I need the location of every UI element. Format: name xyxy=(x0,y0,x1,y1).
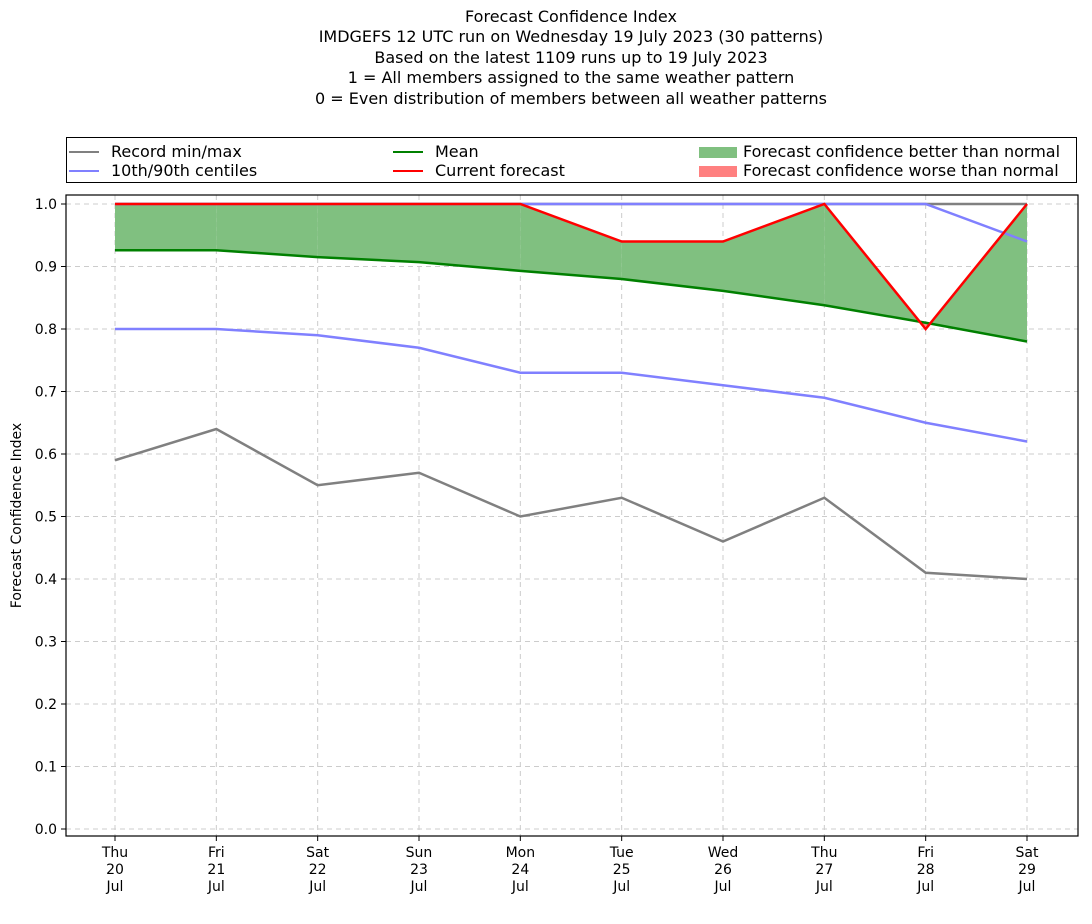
y-tick-label: 0.0 xyxy=(35,822,57,838)
y-tick-label: 0.2 xyxy=(35,697,57,713)
title-line-4: 1 = All members assigned to the same wea… xyxy=(347,68,795,88)
fill-areas xyxy=(115,204,1027,342)
y-tick-label: 0.4 xyxy=(35,572,57,588)
x-tick-label: Fri xyxy=(208,845,225,861)
x-tick-label: Jul xyxy=(106,879,124,895)
x-tick-label: 28 xyxy=(917,862,935,878)
line-record-min xyxy=(114,427,1028,581)
y-tick-label: 0.7 xyxy=(35,385,57,401)
legend-swatch-mean xyxy=(393,150,423,154)
grid xyxy=(66,195,1078,836)
title-line-1: Forecast Confidence Index xyxy=(465,7,677,26)
legend-item-mean: Mean xyxy=(393,143,479,161)
x-tick-label: Thu xyxy=(101,845,128,861)
y-tick-label: 0.6 xyxy=(35,447,57,463)
x-tick-label: 23 xyxy=(410,862,428,878)
x-tick-label: Jul xyxy=(612,879,630,895)
fill-better-than-normal xyxy=(419,204,521,271)
fill-better-than-normal xyxy=(115,204,217,251)
x-tick-label: 25 xyxy=(613,862,631,878)
fill-better-than-normal xyxy=(723,204,825,306)
x-tick-label: Tue xyxy=(609,845,634,861)
y-axis: 0.0 0.1 0.2 0.3 0.4 0.5 0.6 0.7 0.8 0.9 1.0 xyxy=(35,197,66,838)
line-current-forecast xyxy=(115,202,1028,331)
legend-item-current: Current forecast xyxy=(393,162,565,180)
plot-frame xyxy=(65,194,1079,837)
x-tick-label: Jul xyxy=(511,879,529,895)
x-tick-label: Fri xyxy=(917,845,934,861)
legend-item-record: Record min/max xyxy=(69,143,242,161)
y-tick-label: 0.3 xyxy=(35,635,57,651)
x-tick-label: 21 xyxy=(207,862,225,878)
legend-label-better: Forecast confidence better than normal xyxy=(743,142,1061,161)
legend-label-record: Record min/max xyxy=(111,142,242,161)
x-tick-label: Sat xyxy=(1016,845,1039,861)
x-tick-label: Jul xyxy=(1018,879,1036,895)
title-line-2: IMDGEFS 12 UTC run on Wednesday 19 July … xyxy=(318,27,824,47)
legend-swatch-current xyxy=(393,169,423,173)
y-tick-label: 0.8 xyxy=(35,322,57,338)
title-line-3: Based on the latest 1109 runs up to 19 J… xyxy=(374,47,768,67)
title-line-5: 0 = Even distribution of members between… xyxy=(314,88,828,108)
fill-better-than-normal xyxy=(216,204,318,258)
line-10th-centile xyxy=(115,327,1028,443)
x-tick-label: 29 xyxy=(1018,862,1036,878)
x-tick-label: Jul xyxy=(207,879,225,895)
legend-swatch-record xyxy=(69,150,99,154)
legend-label-current: Current forecast xyxy=(435,161,565,180)
x-tick-label: Jul xyxy=(308,879,326,895)
legend-label-centiles: 10th/90th centiles xyxy=(111,161,258,180)
y-axis-label: Forecast Confidence Index xyxy=(9,423,25,608)
x-tick-label: Jul xyxy=(815,879,833,895)
x-tick-label: 24 xyxy=(511,862,529,878)
x-tick-label: Jul xyxy=(410,879,428,895)
x-tick-label: Jul xyxy=(714,879,732,895)
x-axis: Thu20JulFri21JulSat22JulSun23JulMon24Jul… xyxy=(101,836,1039,895)
y-tick-label: 0.5 xyxy=(35,510,57,526)
x-tick-label: 27 xyxy=(815,862,833,878)
fill-better-than-normal xyxy=(317,204,419,263)
x-tick-label: Wed xyxy=(708,845,739,861)
x-tick-label: Sun xyxy=(406,845,433,861)
y-tick-label: 1.0 xyxy=(35,197,57,213)
fill-better-than-normal xyxy=(621,241,723,291)
y-tick-label: 0.9 xyxy=(35,260,57,276)
x-tick-label: 20 xyxy=(106,862,124,878)
x-tick-label: 26 xyxy=(714,862,732,878)
legend-swatch-worse xyxy=(699,165,737,177)
line-mean xyxy=(115,249,1028,343)
legend-item-better: Forecast confidence better than normal xyxy=(699,143,1060,161)
series-lines xyxy=(114,202,1028,581)
legend-swatch-centiles xyxy=(69,169,99,173)
fill-better-than-normal xyxy=(930,204,1027,342)
legend-item-worse: Forecast confidence worse than normal xyxy=(699,162,1059,180)
y-tick-label: 0.1 xyxy=(35,760,57,776)
fill-better-than-normal xyxy=(520,204,622,279)
legend-swatch-better xyxy=(699,146,737,158)
x-tick-label: Sat xyxy=(306,845,329,861)
legend-label-worse: Forecast confidence worse than normal xyxy=(743,161,1059,180)
x-tick-label: Thu xyxy=(810,845,837,861)
legend-label-mean: Mean xyxy=(435,142,479,161)
legend: Record min/max 10th/90th centiles Mean C… xyxy=(66,137,1077,183)
x-tick-label: Mon xyxy=(506,845,536,861)
chart-title: Forecast Confidence Index IMDGEFS 12 UTC… xyxy=(0,7,1092,109)
legend-item-centiles: 10th/90th centiles xyxy=(69,162,257,180)
x-tick-label: 22 xyxy=(309,862,327,878)
x-tick-label: Jul xyxy=(916,879,934,895)
